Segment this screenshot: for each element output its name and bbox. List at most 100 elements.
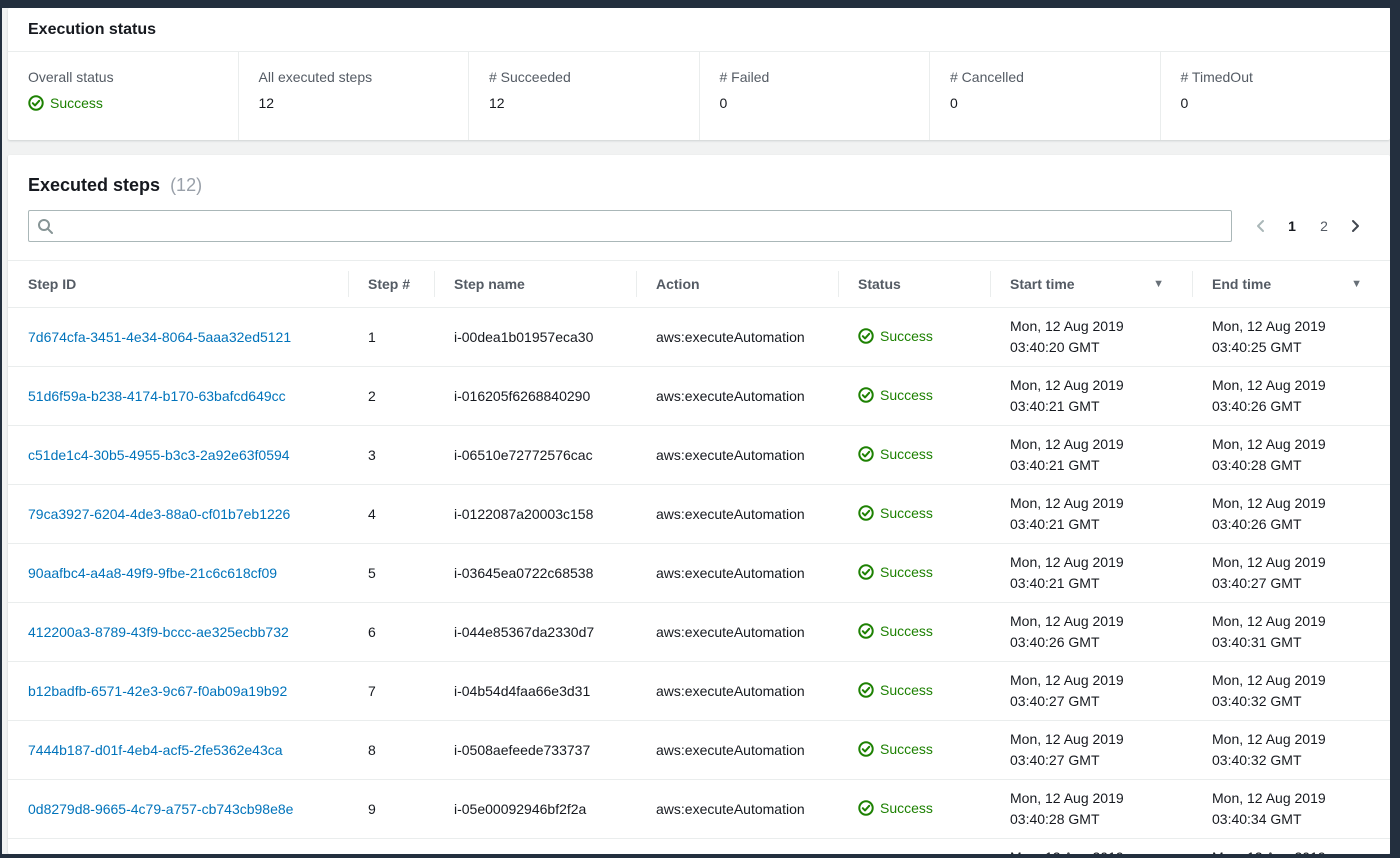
success-check-icon bbox=[858, 623, 874, 639]
column-separator bbox=[838, 271, 839, 297]
success-check-icon bbox=[28, 95, 44, 111]
column-separator bbox=[348, 271, 349, 297]
end-time-cell: Mon, 12 Aug 201903:40:32 GMT bbox=[1192, 662, 1390, 721]
pagination-page-2[interactable]: 2 bbox=[1313, 212, 1335, 240]
table-row: 79ca3927-6204-4de3-88a0-cf01b7eb1226 4 i… bbox=[8, 485, 1390, 544]
pagination-prev-button[interactable] bbox=[1249, 212, 1273, 240]
end-time-cell: Mon, 12 Aug 201903:40:31 GMT bbox=[1192, 603, 1390, 662]
success-check-icon bbox=[858, 505, 874, 521]
column-header-status: Status bbox=[838, 261, 990, 308]
status-text: Success bbox=[880, 387, 933, 403]
stat-label: Overall status bbox=[28, 69, 218, 85]
stat-value: 0 bbox=[720, 95, 910, 111]
success-check-icon bbox=[858, 800, 874, 816]
stat-succeeded: # Succeeded 12 bbox=[468, 52, 699, 140]
success-check-icon bbox=[858, 387, 874, 403]
column-separator bbox=[1192, 271, 1193, 297]
column-separator bbox=[434, 271, 435, 297]
step-id-link[interactable]: 412200a3-8789-43f9-bccc-ae325ecbb732 bbox=[28, 624, 289, 640]
step-id-link[interactable]: 0d8279d8-9665-4c79-a757-cb743cb98e8e bbox=[28, 801, 293, 817]
stat-label: All executed steps bbox=[259, 69, 449, 85]
pagination-next-button[interactable] bbox=[1343, 212, 1367, 240]
stat-value: 12 bbox=[489, 95, 679, 111]
status-cell: Success bbox=[838, 485, 990, 544]
sort-descending-icon[interactable]: ▼ bbox=[1351, 278, 1362, 290]
column-separator bbox=[990, 271, 991, 297]
success-check-icon bbox=[858, 564, 874, 580]
table-row: 8e343a87-c642-4883-b6cb-1ae2e4352bed 10 … bbox=[8, 839, 1390, 855]
steps-table-body: 7d674cfa-3451-4e34-8064-5aaa32ed5121 1 i… bbox=[8, 308, 1390, 855]
success-check-icon bbox=[858, 741, 874, 757]
step-id-link[interactable]: 79ca3927-6204-4de3-88a0-cf01b7eb1226 bbox=[28, 506, 290, 522]
start-time-cell: Mon, 12 Aug 201903:40:21 GMT bbox=[990, 485, 1192, 544]
step-name-cell: i-0508aefeede733737 bbox=[434, 721, 636, 780]
step-id-link[interactable]: 7444b187-d01f-4eb4-acf5-2fe5362e43ca bbox=[28, 742, 283, 758]
stat-value: 0 bbox=[950, 95, 1140, 111]
step-number-cell: 6 bbox=[348, 603, 434, 662]
executed-steps-table: Step ID Step # Step name Action Status S… bbox=[8, 260, 1390, 854]
search-box[interactable] bbox=[28, 210, 1232, 242]
stat-label: # Failed bbox=[720, 69, 910, 85]
success-check-icon bbox=[858, 682, 874, 698]
column-header-end-time[interactable]: End time▼ bbox=[1192, 261, 1390, 308]
status-cell: Success bbox=[838, 544, 990, 603]
step-number-cell: 5 bbox=[348, 544, 434, 603]
step-name-cell: i-044e85367da2330d7 bbox=[434, 603, 636, 662]
column-header-step-id: Step ID bbox=[8, 261, 348, 308]
action-cell: aws:executeAutomation bbox=[636, 485, 838, 544]
status-text: Success bbox=[880, 505, 933, 521]
status-text: Success bbox=[880, 623, 933, 639]
step-id-link[interactable]: 7d674cfa-3451-4e34-8064-5aaa32ed5121 bbox=[28, 329, 291, 345]
action-cell: aws:executeAutomation bbox=[636, 721, 838, 780]
step-name-cell: i-03645ea0722c68538 bbox=[434, 544, 636, 603]
start-time-cell: Mon, 12 Aug 201903:40:28 GMT bbox=[990, 780, 1192, 839]
start-time-cell: Mon, 12 Aug 201903:40:26 GMT bbox=[990, 603, 1192, 662]
start-time-cell: Mon, 12 Aug 201903:40:21 GMT bbox=[990, 544, 1192, 603]
stat-cancelled: # Cancelled 0 bbox=[929, 52, 1160, 140]
table-row: 0d8279d8-9665-4c79-a757-cb743cb98e8e 9 i… bbox=[8, 780, 1390, 839]
status-cell: Success bbox=[838, 780, 990, 839]
step-name-cell: i-05e00092946bf2f2a bbox=[434, 780, 636, 839]
step-number-cell: 3 bbox=[348, 426, 434, 485]
end-time-cell: Mon, 12 Aug 201903:40:26 GMT bbox=[1192, 367, 1390, 426]
table-controls: 1 2 bbox=[8, 196, 1390, 254]
end-time-cell: Mon, 12 Aug 201903:40:34 GMT bbox=[1192, 780, 1390, 839]
step-id-link[interactable]: b12badfb-6571-42e3-9c67-f0ab09a19b92 bbox=[28, 683, 287, 699]
search-icon bbox=[37, 218, 53, 234]
table-header-row: Step ID Step # Step name Action Status S… bbox=[8, 261, 1390, 308]
column-header-action: Action bbox=[636, 261, 838, 308]
status-cell: Success bbox=[838, 603, 990, 662]
table-row: c51de1c4-30b5-4955-b3c3-2a92e63f0594 3 i… bbox=[8, 426, 1390, 485]
search-input[interactable] bbox=[59, 218, 1223, 234]
execution-status-header: Execution status bbox=[8, 8, 1390, 52]
step-id-link[interactable]: 51d6f59a-b238-4174-b170-63bafcd649cc bbox=[28, 388, 286, 404]
status-cell: Success bbox=[838, 426, 990, 485]
executed-steps-header: Executed steps (12) bbox=[8, 155, 1390, 196]
chevron-left-icon bbox=[1254, 219, 1268, 233]
table-row: 412200a3-8789-43f9-bccc-ae325ecbb732 6 i… bbox=[8, 603, 1390, 662]
executed-steps-count: (12) bbox=[170, 175, 202, 196]
sort-descending-icon[interactable]: ▼ bbox=[1153, 278, 1164, 290]
executed-steps-title: Executed steps bbox=[28, 175, 160, 196]
status-text: Success bbox=[880, 800, 933, 816]
status-cell: Success bbox=[838, 308, 990, 367]
execution-status-title: Execution status bbox=[28, 21, 156, 38]
step-id-link[interactable]: c51de1c4-30b5-4955-b3c3-2a92e63f0594 bbox=[28, 447, 290, 463]
status-cell: Success bbox=[838, 721, 990, 780]
stat-all-executed-steps: All executed steps 12 bbox=[238, 52, 469, 140]
status-cell: Success bbox=[838, 839, 990, 855]
step-name-cell: i-016205f6268840290 bbox=[434, 367, 636, 426]
end-time-cell: Mon, 12 Aug 201903:40:26 GMT bbox=[1192, 485, 1390, 544]
stat-timedout: # TimedOut 0 bbox=[1160, 52, 1391, 140]
action-cell: aws:executeAutomation bbox=[636, 308, 838, 367]
column-header-step-num: Step # bbox=[348, 261, 434, 308]
step-id-link[interactable]: 90aafbc4-a4a8-49f9-9fbe-21c6c618cf09 bbox=[28, 565, 277, 581]
stat-value: 0 bbox=[1181, 95, 1371, 111]
action-cell: aws:executeAutomation bbox=[636, 603, 838, 662]
column-header-start-time[interactable]: Start time▼ bbox=[990, 261, 1192, 308]
status-cell: Success bbox=[838, 662, 990, 721]
step-name-cell: i-00dea1b01957eca30 bbox=[434, 308, 636, 367]
status-cell: Success bbox=[838, 367, 990, 426]
pagination-page-1[interactable]: 1 bbox=[1281, 212, 1303, 240]
action-cell: aws:executeAutomation bbox=[636, 367, 838, 426]
